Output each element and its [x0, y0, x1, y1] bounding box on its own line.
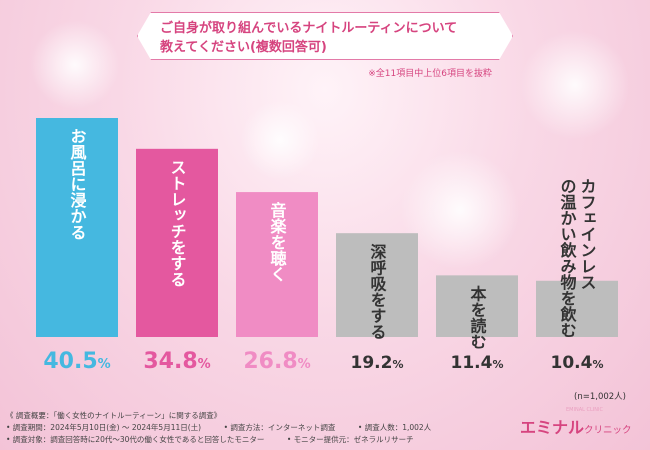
sparkle-decoration [520, 30, 630, 140]
logo-main: エミナル [520, 418, 585, 437]
chart-note: ※全11項目中上位6項目を抜粋 [368, 69, 492, 79]
sparkle-decoration [30, 20, 120, 110]
bar-label-6: カフェインレス [578, 178, 597, 290]
sample-size: (n=1,002人) [574, 392, 626, 402]
value-label-5: 11.4% [451, 353, 504, 373]
logo-tagline: EMINAL CLINIC [566, 407, 603, 413]
survey-details-line2: • 調査対象：調査回答時に20代～30代の働く女性であると回答したモニター • … [6, 435, 414, 444]
survey-details-line1: • 調査期間：2024年5月10日(金) ～ 2024年5月11日(土) • 調… [6, 423, 432, 432]
bar-3 [236, 192, 318, 337]
bar-label-4: 深呼吸をする [368, 242, 387, 339]
bar-6 [536, 280, 618, 337]
chart-title-line1: ご自身が取り組んでいるナイトルーティンについて [160, 21, 458, 36]
bar-label-3: 音楽を聴く [268, 201, 288, 282]
value-label-2: 34.8% [143, 349, 210, 374]
value-label-1: 40.5% [43, 349, 110, 374]
bar-label-2: ストレッチをする [168, 159, 187, 287]
sparkle-decoration [400, 150, 520, 270]
bar-2 [136, 148, 218, 337]
bar-4 [336, 233, 418, 337]
logo-sub: クリニック [584, 425, 632, 436]
bar-label-6: の温かい飲み物を飲む [558, 178, 578, 338]
clinic-logo: EMINAL CLINIC エミナルクリニック [520, 407, 632, 438]
value-label-4: 19.2% [351, 353, 404, 373]
value-label-6: 10.4% [551, 353, 604, 373]
bar-5 [436, 275, 518, 337]
bar-label-5: 本を読む [468, 284, 487, 349]
survey-overview-heading: 《 調査概要：「働く女性のナイトルーティーン」に関する調査》 [6, 411, 222, 420]
chart-title-line2: 教えてください(複数回答可) [160, 40, 327, 55]
value-label-3: 26.8% [243, 349, 310, 374]
title-banner [137, 12, 513, 60]
sparkle-decoration [240, 100, 320, 180]
bar-label-1: お風呂に浸かる [68, 128, 87, 240]
bar-1 [36, 118, 118, 337]
